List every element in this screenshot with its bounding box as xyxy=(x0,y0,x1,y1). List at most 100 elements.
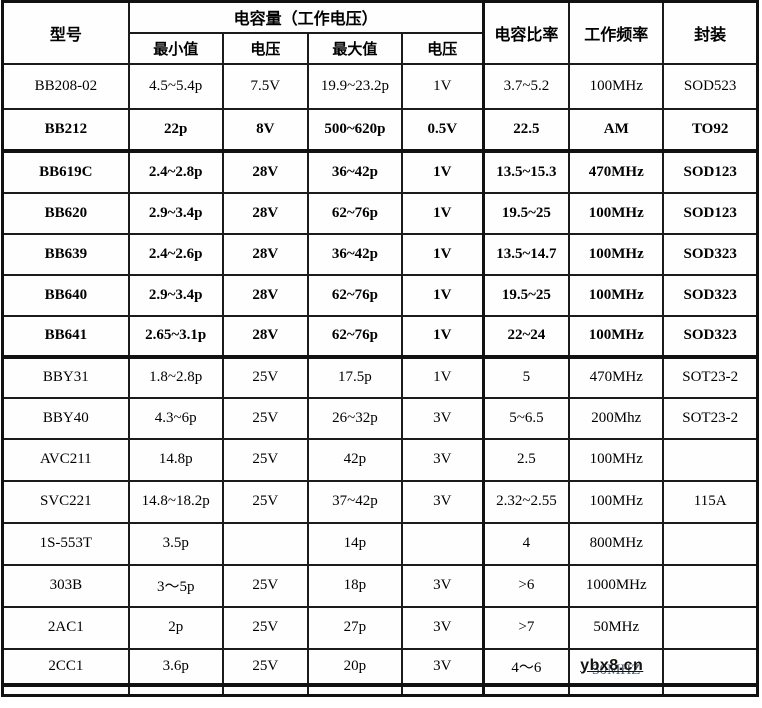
table-row: BB208-02 4.5~5.4p 7.5V 19.9~23.2p 1V 3.7~5.2 1… xyxy=(1,62,759,110)
cell-pkg xyxy=(662,521,759,566)
cell-ratio: 5~6.5 xyxy=(481,396,571,440)
table-row: BB641 2.65~3.1p 28V 62~76p 1V 22~24 100MHz SOD3… xyxy=(1,314,759,359)
cell-v2: 3V xyxy=(400,647,485,687)
header-row-1: 型号 电容量（工作电压） 电容比率 工作频率 封装 xyxy=(1,0,759,65)
cell-model: SVC221 xyxy=(1,479,130,524)
cell-empty xyxy=(400,682,485,697)
cell-max: 62~76p xyxy=(306,314,403,359)
cell-max: 14p xyxy=(306,521,403,566)
cell-freq: 100MHz xyxy=(568,479,665,524)
cell-empty xyxy=(568,682,665,697)
cell-freq: 30MHZ ybx8.cn xyxy=(568,647,665,687)
cell-v1: 25V xyxy=(221,647,309,687)
cell-pkg: SOD323 xyxy=(662,273,759,317)
cell-min: 22p xyxy=(127,107,224,153)
cell-model: BB620 xyxy=(1,191,130,235)
cell-model: AVC211 xyxy=(1,437,130,482)
cell-ratio: 5 xyxy=(481,355,571,399)
cell-empty xyxy=(662,682,759,697)
cell-freq: 800MHz xyxy=(568,521,665,566)
cell-freq: AM xyxy=(568,107,665,153)
cell-v2: 3V xyxy=(400,437,485,482)
cell-min: 1.8~2.8p xyxy=(127,355,224,399)
cell-v2: 3V xyxy=(400,396,485,440)
cell-pkg: TO92 xyxy=(662,107,759,153)
table-row: BB212 22p 8V 500~620p 0.5V 22.5 AM TO92 xyxy=(1,107,759,153)
cell-max: 18p xyxy=(306,563,403,608)
cell-ratio: 4～6 xyxy=(481,647,571,687)
cell-ratio: 19.5~25 xyxy=(481,273,571,317)
cell-empty xyxy=(1,682,130,697)
cell-freq: 100MHz xyxy=(568,437,665,482)
table-body: BB208-02 4.5~5.4p 7.5V 19.9~23.2p 1V 3.7~5.2 1… xyxy=(1,62,759,697)
cell-v1: 7.5V xyxy=(221,62,309,110)
varactor-spec-table: 型号 电容量（工作电压） 电容比率 工作频率 封装 最小值 电压 最大值 电压 … xyxy=(1,0,759,697)
cell-max: 27p xyxy=(306,605,403,650)
cell-v2: 1V xyxy=(400,62,485,110)
cell-model: BBY31 xyxy=(1,355,130,399)
cell-v2: 1V xyxy=(400,273,485,317)
header-max-value: 最大值 xyxy=(306,31,403,65)
table-row: BB639 2.4~2.6p 28V 36~42p 1V 13.5~14.7 100MHz S… xyxy=(1,232,759,276)
cell-ratio: 13.5~14.7 xyxy=(481,232,571,276)
cell-min: 2.9~3.4p xyxy=(127,273,224,317)
cell-ratio: 22~24 xyxy=(481,314,571,359)
cell-freq: 100MHz xyxy=(568,62,665,110)
cell-pkg: SOD323 xyxy=(662,232,759,276)
cell-pkg xyxy=(662,605,759,650)
cell-pkg: 115A xyxy=(662,479,759,524)
cell-min: 2p xyxy=(127,605,224,650)
cell-max: 37~42p xyxy=(306,479,403,524)
table-header: 型号 电容量（工作电压） 电容比率 工作频率 封装 最小值 电压 最大值 电压 xyxy=(1,0,759,65)
cell-empty xyxy=(221,682,309,697)
cell-ratio: 2.32~2.55 xyxy=(481,479,571,524)
cell-ratio: >7 xyxy=(481,605,571,650)
cell-max: 20p xyxy=(306,647,403,687)
cell-v2: 0.5V xyxy=(400,107,485,153)
cell-min: 2.4~2.6p xyxy=(127,232,224,276)
cell-min: 2.9~3.4p xyxy=(127,191,224,235)
cell-min: 2.65~3.1p xyxy=(127,314,224,359)
cell-v2 xyxy=(400,521,485,566)
table-row: 2AC1 2p 25V 27p 3V >7 50MHz xyxy=(1,605,759,650)
cell-v1: 28V xyxy=(221,273,309,317)
cell-v1: 25V xyxy=(221,605,309,650)
cell-min: 3～5p xyxy=(127,563,224,608)
cell-v2: 1V xyxy=(400,191,485,235)
cell-pkg: SOT23-2 xyxy=(662,396,759,440)
cell-min: 14.8p xyxy=(127,437,224,482)
cell-v2: 1V xyxy=(400,314,485,359)
cell-freq: 100MHz xyxy=(568,273,665,317)
cell-freq: 1000MHz xyxy=(568,563,665,608)
cell-v2: 3V xyxy=(400,479,485,524)
cell-pkg: SOD323 xyxy=(662,314,759,359)
watermark-text: ybx8.cn xyxy=(580,656,644,674)
table-row: BBY40 4.3~6p 25V 26~32p 3V 5~6.5 200Mhz SOT23-2 xyxy=(1,396,759,440)
cell-v2: 3V xyxy=(400,605,485,650)
cell-empty xyxy=(306,682,403,697)
cell-empty xyxy=(127,682,224,697)
cell-max: 62~76p xyxy=(306,191,403,235)
cell-ratio: 13.5~15.3 xyxy=(481,149,571,194)
partial-row xyxy=(1,682,759,697)
cell-max: 19.9~23.2p xyxy=(306,62,403,110)
table-row: BB640 2.9~3.4p 28V 62~76p 1V 19.5~25 100MHz SOD… xyxy=(1,273,759,317)
cell-v1: 25V xyxy=(221,355,309,399)
cell-pkg: SOD123 xyxy=(662,191,759,235)
header-voltage-1: 电压 xyxy=(221,31,309,65)
cell-max: 42p xyxy=(306,437,403,482)
frequency-value: 30MHZ xyxy=(592,661,641,678)
cell-model: BB208-02 xyxy=(1,62,130,110)
header-working-frequency: 工作频率 xyxy=(568,0,665,65)
cell-pkg xyxy=(662,563,759,608)
cell-min: 2.4~2.8p xyxy=(127,149,224,194)
cell-v1: 28V xyxy=(221,149,309,194)
header-model: 型号 xyxy=(1,0,130,65)
cell-max: 17.5p xyxy=(306,355,403,399)
cell-max: 26~32p xyxy=(306,396,403,440)
cell-v2: 1V xyxy=(400,149,485,194)
cell-freq: 100MHz xyxy=(568,232,665,276)
cell-ratio: >6 xyxy=(481,563,571,608)
header-capacitance-ratio: 电容比率 xyxy=(481,0,571,65)
table-row: BB620 2.9~3.4p 28V 62~76p 1V 19.5~25 100MHz SOD… xyxy=(1,191,759,235)
